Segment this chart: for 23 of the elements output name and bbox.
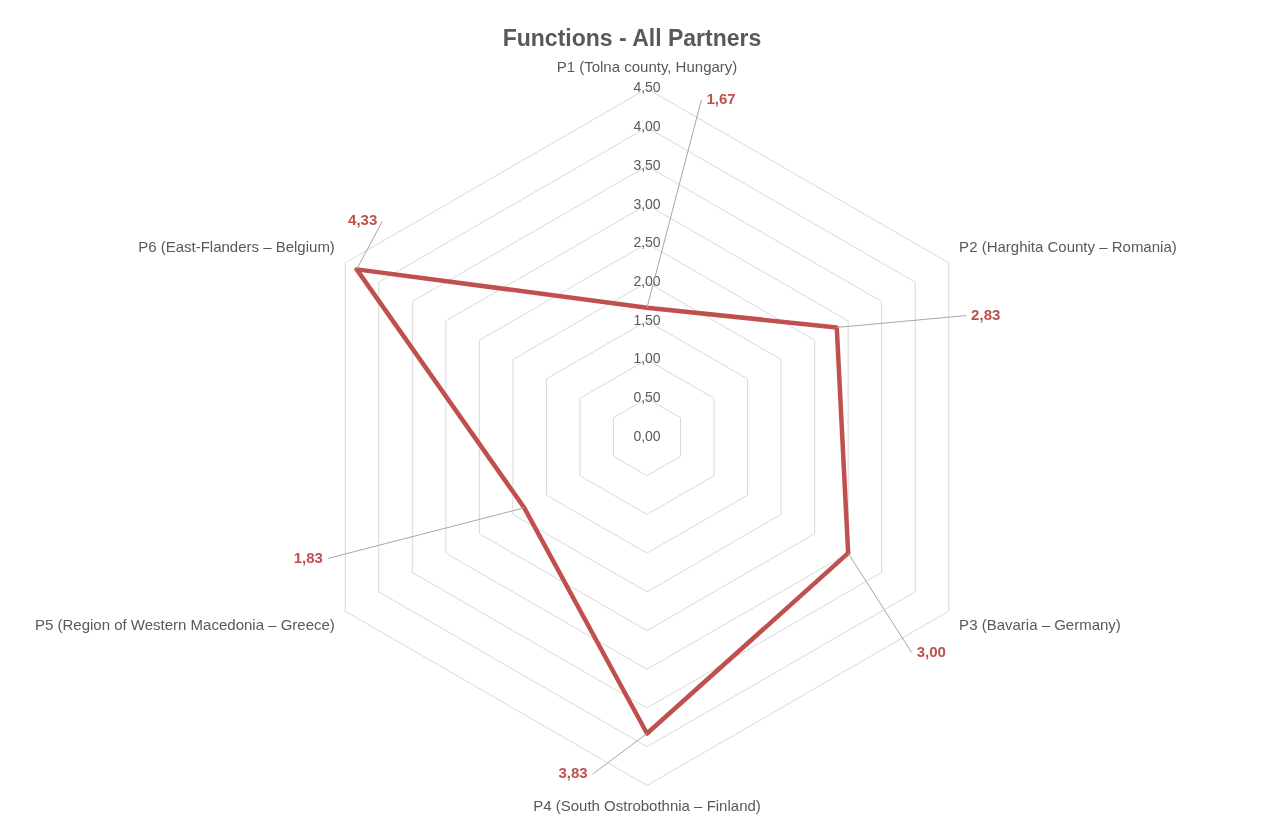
y-tick-label: 3,00 — [633, 195, 661, 212]
y-tick-label: 1,50 — [633, 311, 661, 328]
spoke-label: P6 (East-Flanders – Belgium) — [138, 237, 335, 255]
y-tick-label: 3,50 — [633, 156, 661, 173]
spoke-label: P1 (Tolna county, Hungary) — [556, 57, 738, 75]
y-tick-label: 2,00 — [633, 273, 661, 290]
y-tick-label: 1,00 — [633, 350, 661, 367]
data-label: 3,83 — [558, 764, 588, 782]
spoke-label: P4 (South Ostrobothnia – Finland) — [533, 796, 761, 814]
data-label: 2,83 — [971, 305, 1001, 323]
data-label: 1,67 — [706, 90, 736, 108]
spoke-label: P2 (Harghita County – Romania) — [959, 237, 1177, 255]
y-tick-label: 0,00 — [633, 427, 661, 444]
y-tick-label: 2,50 — [633, 234, 661, 251]
data-label: 4,33 — [348, 211, 378, 229]
data-label: 3,00 — [916, 642, 946, 660]
y-tick-label: 4,50 — [633, 79, 661, 96]
y-tick-label: 4,00 — [633, 118, 661, 135]
chart-title: Functions - All Partners — [502, 25, 762, 52]
spoke-label: P3 (Bavaria – Germany) — [959, 616, 1121, 634]
y-tick-label: 0,50 — [633, 389, 661, 406]
data-label: 1,83 — [293, 548, 323, 566]
spoke-label: P5 (Region of Western Macedonia – Greece) — [34, 616, 335, 634]
